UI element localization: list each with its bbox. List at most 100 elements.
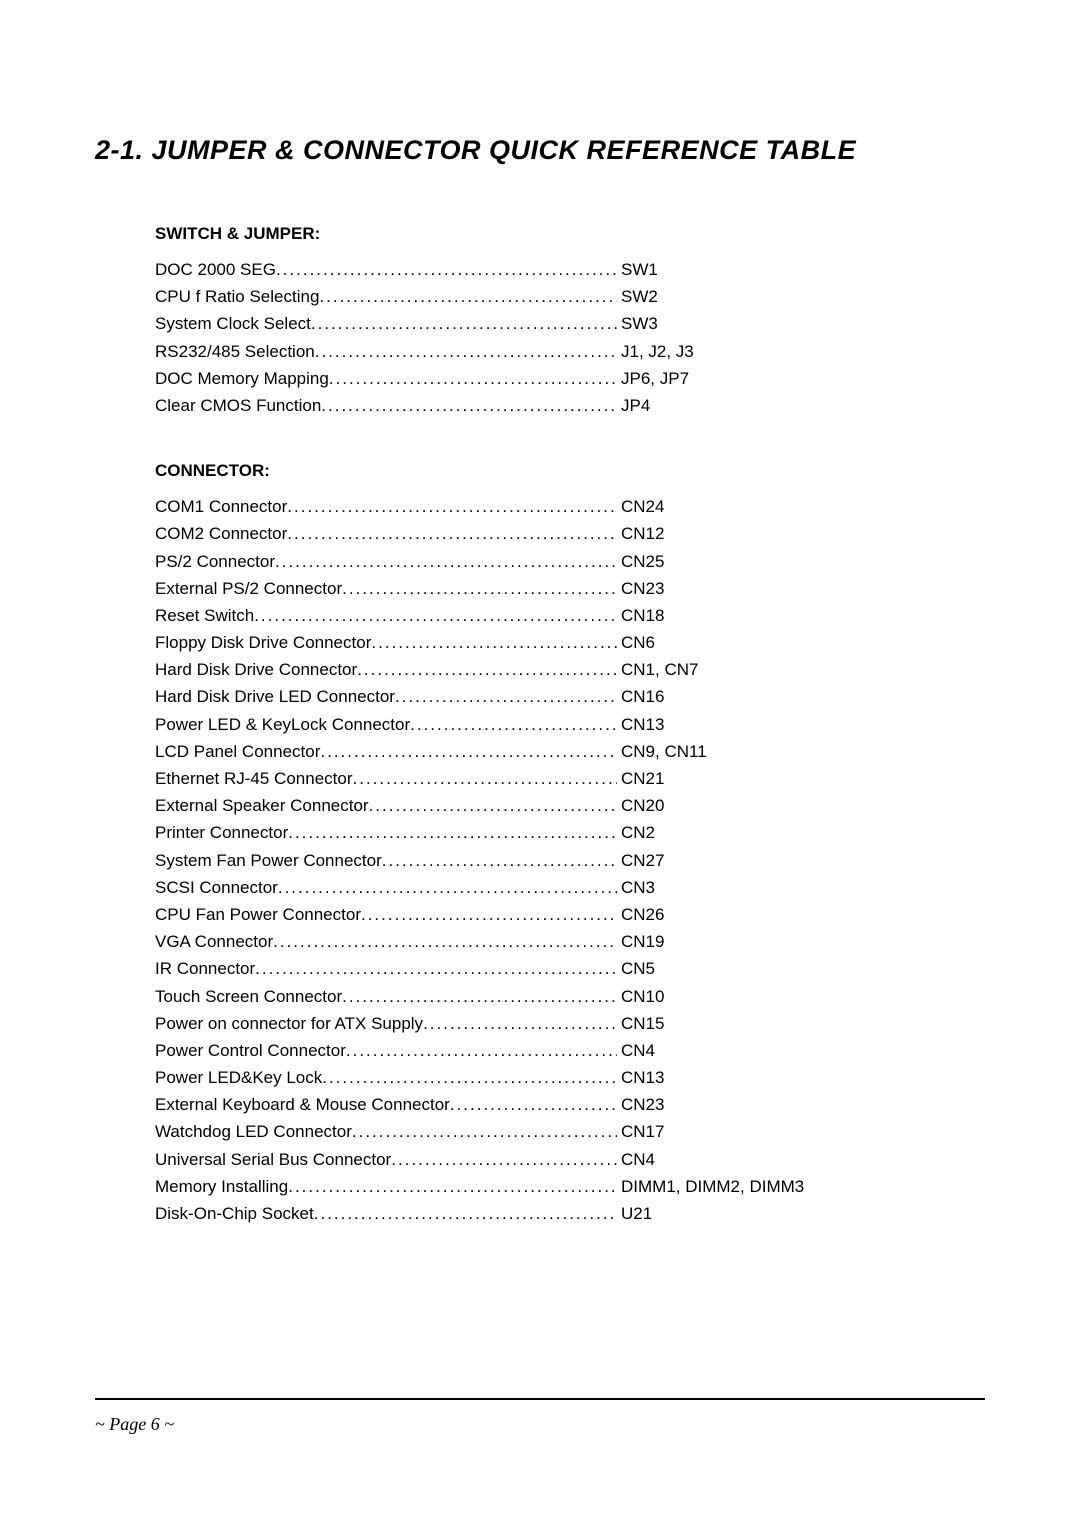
toc-entry: CPU f Ratio Selecting ..................… <box>155 283 985 310</box>
entry-label: COM1 Connector <box>155 493 287 520</box>
toc-entry: External PS/2 Connector ................… <box>155 575 985 602</box>
dot-leader: ........................................… <box>320 738 617 765</box>
dot-leader: ........................................… <box>288 1173 617 1200</box>
dot-leader: ........................................… <box>371 629 617 656</box>
entry-value: CN13 <box>617 711 664 738</box>
dot-leader: ........................................… <box>450 1091 617 1118</box>
entry-value: CN25 <box>617 548 664 575</box>
dot-leader: ........................................… <box>391 1146 617 1173</box>
toc-entry: Clear CMOS Function ....................… <box>155 392 985 419</box>
dot-leader: ........................................… <box>410 711 617 738</box>
toc-entry: Memory Installing ......................… <box>155 1173 985 1200</box>
entry-label: Power LED&Key Lock <box>155 1064 322 1091</box>
entry-label: PS/2 Connector <box>155 548 275 575</box>
dot-leader: ........................................… <box>321 392 617 419</box>
entry-value: CN10 <box>617 983 664 1010</box>
entry-value: CN12 <box>617 520 664 547</box>
entry-value: SW3 <box>617 310 658 337</box>
entry-value: CN15 <box>617 1010 664 1037</box>
toc-entry: Power on connector for ATX Supply ......… <box>155 1010 985 1037</box>
entry-value: J1, J2, J3 <box>617 338 694 365</box>
entry-value: CN21 <box>617 765 664 792</box>
toc-entry: Hard Disk Drive Connector ..............… <box>155 656 985 683</box>
entry-label: Universal Serial Bus Connector <box>155 1146 391 1173</box>
entry-value: JP6, JP7 <box>617 365 689 392</box>
entry-label: IR Connector <box>155 955 255 982</box>
entry-label: DOC 2000 SEG <box>155 256 276 283</box>
toc-entry: CPU Fan Power Connector ................… <box>155 901 985 928</box>
dot-leader: ........................................… <box>342 983 617 1010</box>
dot-leader: ........................................… <box>382 847 617 874</box>
entry-label: System Fan Power Connector <box>155 847 382 874</box>
toc-entry: Floppy Disk Drive Connector ............… <box>155 629 985 656</box>
dot-leader: ........................................… <box>278 874 617 901</box>
dot-leader: ........................................… <box>311 310 617 337</box>
footer: ~ Page 6 ~ <box>95 1398 985 1435</box>
toc-entry: COM2 Connector .........................… <box>155 520 985 547</box>
toc-entry: System Clock Select ....................… <box>155 310 985 337</box>
toc-entry: External Speaker Connector .............… <box>155 792 985 819</box>
toc-entry: External Keyboard & Mouse Connector ....… <box>155 1091 985 1118</box>
toc-entry: SCSI Connector .........................… <box>155 874 985 901</box>
dot-leader: ........................................… <box>357 656 617 683</box>
dot-leader: ........................................… <box>275 548 617 575</box>
entry-value: CN20 <box>617 792 664 819</box>
section-heading: CONNECTOR: <box>155 461 985 481</box>
toc-entry: VGA Connector ..........................… <box>155 928 985 955</box>
entry-value: CN5 <box>617 955 655 982</box>
entry-label: External Keyboard & Mouse Connector <box>155 1091 450 1118</box>
dot-leader: ........................................… <box>255 955 617 982</box>
entry-value: U21 <box>617 1200 652 1227</box>
entry-value: JP4 <box>617 392 650 419</box>
page-number: ~ Page 6 ~ <box>95 1414 174 1434</box>
entry-value: CN23 <box>617 575 664 602</box>
entry-label: Power LED & KeyLock Connector <box>155 711 410 738</box>
entry-label: VGA Connector <box>155 928 273 955</box>
entry-label: CPU f Ratio Selecting <box>155 283 319 310</box>
entry-value: CN2 <box>617 819 655 846</box>
entry-label: Hard Disk Drive LED Connector <box>155 683 395 710</box>
dot-leader: ........................................… <box>361 901 617 928</box>
dot-leader: ........................................… <box>315 338 617 365</box>
dot-leader: ........................................… <box>322 1064 617 1091</box>
entry-value: CN26 <box>617 901 664 928</box>
entry-value: DIMM1, DIMM2, DIMM3 <box>617 1173 804 1200</box>
dot-leader: ........................................… <box>276 256 617 283</box>
dot-leader: ........................................… <box>423 1010 617 1037</box>
entry-value: CN13 <box>617 1064 664 1091</box>
toc-entry: IR Connector ...........................… <box>155 955 985 982</box>
toc-entry: COM1 Connector .........................… <box>155 493 985 520</box>
entry-label: Touch Screen Connector <box>155 983 342 1010</box>
entry-label: COM2 Connector <box>155 520 287 547</box>
entry-value: CN27 <box>617 847 664 874</box>
dot-leader: ........................................… <box>352 1118 617 1145</box>
toc-entry: Universal Serial Bus Connector .........… <box>155 1146 985 1173</box>
entry-value: SW1 <box>617 256 658 283</box>
entry-label: Watchdog LED Connector <box>155 1118 352 1145</box>
entry-value: CN16 <box>617 683 664 710</box>
dot-leader: ........................................… <box>353 765 618 792</box>
entry-value: CN1, CN7 <box>617 656 698 683</box>
toc-entry: Ethernet RJ-45 Connector ...............… <box>155 765 985 792</box>
entry-label: System Clock Select <box>155 310 311 337</box>
dot-leader: ........................................… <box>254 602 617 629</box>
entry-label: Memory Installing <box>155 1173 288 1200</box>
entry-value: CN18 <box>617 602 664 629</box>
section-heading: SWITCH & JUMPER: <box>155 224 985 244</box>
toc-entry: System Fan Power Connector .............… <box>155 847 985 874</box>
toc-entry: Power LED&Key Lock .....................… <box>155 1064 985 1091</box>
entry-label: LCD Panel Connector <box>155 738 320 765</box>
entry-label: Reset Switch <box>155 602 254 629</box>
entry-value: CN3 <box>617 874 655 901</box>
entry-label: Printer Connector <box>155 819 288 846</box>
entry-label: Floppy Disk Drive Connector <box>155 629 371 656</box>
entry-value: CN9, CN11 <box>617 738 707 765</box>
entry-label: Disk-On-Chip Socket <box>155 1200 314 1227</box>
toc-entry: Hard Disk Drive LED Connector ..........… <box>155 683 985 710</box>
toc-entry: DOC Memory Mapping .....................… <box>155 365 985 392</box>
entry-label: CPU Fan Power Connector <box>155 901 361 928</box>
entry-label: External Speaker Connector <box>155 792 369 819</box>
dot-leader: ........................................… <box>273 928 617 955</box>
toc-entry: Printer Connector ......................… <box>155 819 985 846</box>
entry-label: RS232/485 Selection <box>155 338 315 365</box>
